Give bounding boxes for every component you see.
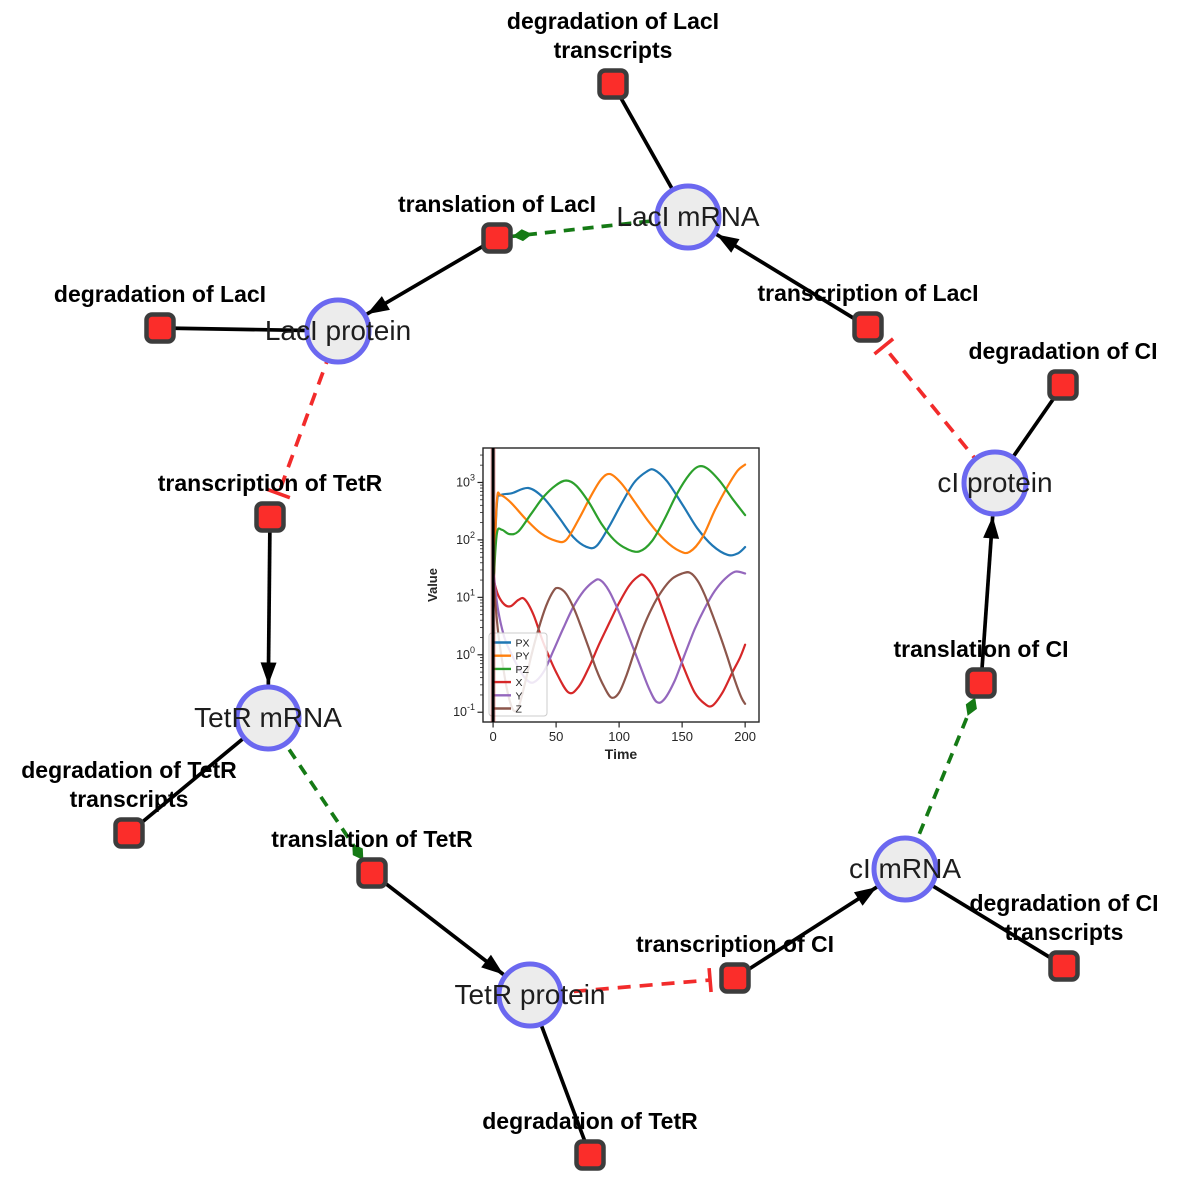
y-tick-label: 102	[456, 530, 475, 547]
edge-production-transcription-of-tetR-to-tetR-mRNA[interactable]	[260, 516, 277, 685]
reaction-label-translation-of-tetR: translation of TetR	[271, 826, 473, 852]
reaction-label-degradation-of-tetR-transcripts: degradation of TetR transcripts	[21, 757, 237, 812]
x-axis-label: Time	[605, 746, 638, 762]
reaction-label-translation-of-cI: translation of CI	[893, 636, 1068, 662]
edge-production-translation-of-lacI-to-lacI-protein[interactable]	[365, 236, 498, 316]
y-tick-label: 100	[456, 645, 475, 662]
x-tick-label: 0	[489, 729, 496, 744]
series-PX-line	[492, 468, 747, 582]
reaction-node-translation-of-cI[interactable]	[965, 667, 997, 699]
reaction-node-translation-of-tetR[interactable]	[356, 857, 388, 889]
species-label-cI-protein: cI protein	[937, 467, 1052, 498]
y-axis-label: Value	[425, 568, 440, 602]
legend-item-PY: PY	[516, 651, 530, 663]
reaction-label-degradation-of-cI: degradation of CI	[968, 338, 1157, 364]
x-tick-label: 50	[549, 729, 563, 744]
reaction-node-degradation-of-cI-transcripts[interactable]	[1048, 950, 1080, 982]
reaction-node-degradation-of-lacI[interactable]	[144, 312, 176, 344]
legend-item-PX: PX	[516, 638, 530, 650]
series-PY-line	[492, 463, 747, 582]
reaction-node-degradation-of-tetR[interactable]	[574, 1139, 606, 1171]
species-label-lacI-mRNA: LacI mRNA	[616, 201, 759, 232]
species-node-cI-mRNA[interactable]	[871, 835, 939, 903]
species-label-tetR-mRNA: TetR mRNA	[194, 702, 342, 733]
legend-item-Y: Y	[516, 690, 523, 702]
reaction-label-transcription-of-lacI: transcription of LacI	[757, 280, 978, 306]
edge-production-translation-of-cI-to-cI-protein[interactable]	[979, 516, 1000, 684]
labels-layer: degradation of LacI transcripts translatio…	[21, 8, 1158, 1134]
legend-item-X: X	[516, 677, 523, 689]
edge-modifier-cI-mRNA-to-translation-of-cI[interactable]	[903, 696, 977, 870]
x-tick-label: 200	[734, 729, 756, 744]
series-X-line	[492, 573, 747, 708]
species-node-cI-protein[interactable]	[961, 449, 1029, 517]
edge-production-transcription-of-cI-to-cI-mRNA[interactable]	[734, 885, 878, 980]
legend-item-Z: Z	[516, 704, 523, 716]
reaction-node-degradation-of-tetR-transcripts[interactable]	[113, 817, 145, 849]
y-tick-label: 10-1	[453, 702, 475, 719]
reaction-label-degradation-of-tetR: degradation of TetR	[482, 1108, 698, 1134]
species-node-tetR-protein[interactable]	[496, 961, 564, 1029]
plot-spines	[482, 447, 760, 723]
species-label-cI-mRNA: cI mRNA	[849, 853, 961, 884]
reaction-label-degradation-of-lacI: degradation of LacI	[54, 281, 266, 307]
species-node-lacI-mRNA[interactable]	[654, 183, 722, 251]
species-label-lacI-protein: LacI protein	[265, 315, 411, 346]
reaction-label-degradation-of-lacI-transcripts: degradation of LacI transcripts	[507, 8, 719, 63]
nodes-layer	[113, 68, 1080, 1171]
species-label-tetR-protein: TetR protein	[455, 979, 606, 1010]
legend-item-PZ: PZ	[516, 664, 530, 676]
reaction-label-degradation-of-cI-transcripts: degradation of CI transcripts	[969, 890, 1158, 945]
x-tick-label: 100	[608, 729, 630, 744]
inset-time-series-chart: 0 50 100 150 20010310210110010-1TimeValuePXP…	[425, 447, 760, 762]
series-PZ-line	[492, 464, 747, 582]
reaction-node-transcription-of-lacI[interactable]	[852, 311, 884, 343]
reaction-label-translation-of-lacI: translation of LacI	[398, 191, 596, 217]
species-node-lacI-protein[interactable]	[304, 297, 372, 365]
reaction-node-transcription-of-tetR[interactable]	[254, 501, 286, 533]
reaction-node-translation-of-lacI[interactable]	[481, 222, 513, 254]
y-tick-label: 103	[456, 472, 475, 489]
reaction-node-transcription-of-cI[interactable]	[719, 962, 751, 994]
reaction-label-transcription-of-cI: transcription of CI	[636, 931, 834, 957]
reaction-node-degradation-of-lacI-transcripts[interactable]	[597, 68, 629, 100]
edge-production-translation-of-tetR-to-tetR-protein[interactable]	[370, 871, 505, 976]
reaction-label-transcription-of-tetR: transcription of TetR	[158, 470, 383, 496]
edge-production-transcription-of-lacI-to-lacI-mRNA[interactable]	[715, 232, 869, 329]
species-node-tetR-mRNA[interactable]	[234, 684, 302, 752]
x-tick-label: 150	[671, 729, 693, 744]
y-tick-label: 101	[456, 587, 475, 604]
reaction-node-degradation-of-cI[interactable]	[1047, 369, 1079, 401]
